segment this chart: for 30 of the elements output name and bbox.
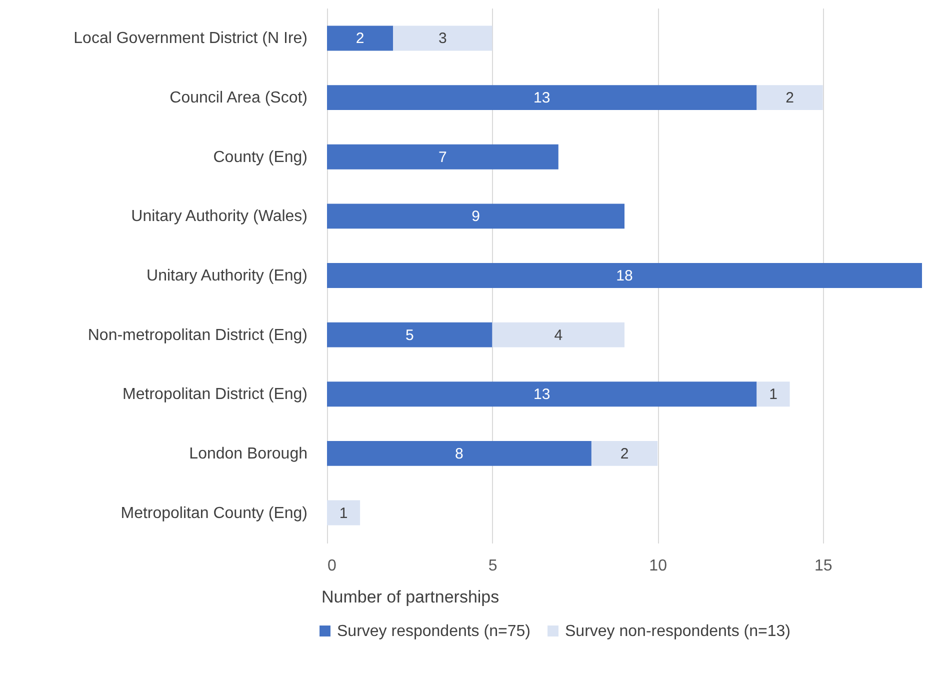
data-label: 5 xyxy=(405,326,414,344)
data-label: 9 xyxy=(472,208,480,226)
y-tick-label: London Borough xyxy=(189,445,308,462)
x-tick-label: 10 xyxy=(649,558,668,574)
y-tick-label: Metropolitan District (Eng) xyxy=(122,386,308,404)
data-label: 18 xyxy=(616,268,633,284)
y-tick-label: Unitary Authority (Eng) xyxy=(146,268,308,284)
data-label: 13 xyxy=(534,90,550,107)
data-label: 4 xyxy=(554,326,563,344)
data-label: 1 xyxy=(339,504,348,522)
data-label: 2 xyxy=(356,30,364,48)
data-label: 8 xyxy=(455,445,464,462)
y-tick-label: Unitary Authority (Wales) xyxy=(131,208,308,226)
x-axis-title: Number of partnerships xyxy=(322,588,500,606)
data-label: 7 xyxy=(438,148,447,166)
data-label: 2 xyxy=(786,90,794,107)
y-tick-label: Council Area (Scot) xyxy=(170,90,308,107)
y-tick-label: Metropolitan County (Eng) xyxy=(120,504,308,522)
legend-label: Survey non-respondents (n=13) xyxy=(565,623,790,640)
legend-label: Survey respondents (n=75) xyxy=(337,623,530,640)
x-tick-label: 0 xyxy=(328,558,336,574)
x-tick-label: 5 xyxy=(488,558,498,574)
data-label: 2 xyxy=(620,445,629,462)
y-tick-label: Non-metropolitan District (Eng) xyxy=(88,326,308,344)
y-tick-label: County (Eng) xyxy=(213,148,308,166)
y-tick-label: Local Government District (N Ire) xyxy=(74,30,308,48)
x-tick-label: 15 xyxy=(814,558,832,574)
data-label: 3 xyxy=(438,30,447,48)
data-label: 1 xyxy=(769,386,778,404)
data-label: 13 xyxy=(534,386,550,404)
